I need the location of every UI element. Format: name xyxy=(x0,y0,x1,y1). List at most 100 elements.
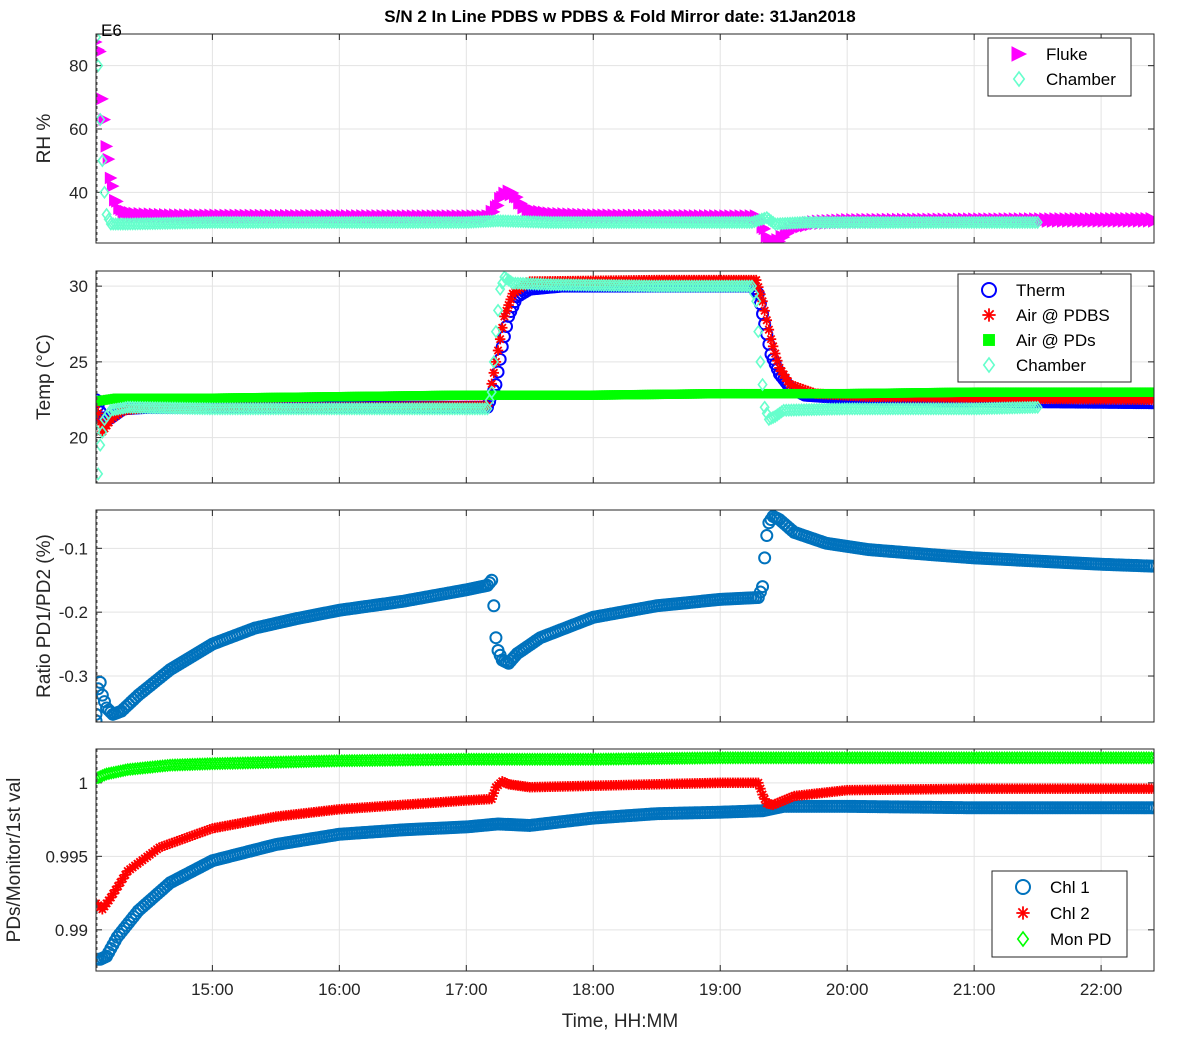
data-point xyxy=(1029,400,1041,415)
data-point xyxy=(485,573,499,587)
data-point xyxy=(117,401,129,415)
data-point xyxy=(767,410,779,425)
data-point xyxy=(492,345,504,356)
data-point xyxy=(106,179,120,193)
legend-label: Air @ PDs xyxy=(1016,331,1096,350)
legend-marker xyxy=(982,356,996,374)
y-tick-label: 30 xyxy=(69,277,88,296)
data-point-stroke xyxy=(491,357,501,367)
data-point xyxy=(96,423,102,437)
data-point xyxy=(96,688,109,702)
data-point xyxy=(1032,400,1043,415)
plot-area xyxy=(96,34,1154,243)
series-chamber xyxy=(96,271,1043,481)
legend-box xyxy=(957,273,1132,383)
data-point xyxy=(100,140,114,153)
data-point xyxy=(1148,394,1154,405)
data-point xyxy=(96,707,103,721)
data-point-stroke xyxy=(756,289,765,299)
data-point-stroke xyxy=(760,306,769,316)
data-point xyxy=(497,322,508,334)
data-point xyxy=(96,46,107,57)
legend-label: Chamber xyxy=(1016,356,1086,375)
data-point xyxy=(488,367,500,379)
plot-area xyxy=(96,271,1154,481)
data-point xyxy=(487,599,501,613)
data-point xyxy=(96,34,102,45)
data-point xyxy=(763,324,775,335)
legend-marker xyxy=(982,308,996,322)
y-axis-label: PDs/Monitor/1st val xyxy=(4,778,25,943)
data-point xyxy=(99,185,110,200)
data-point xyxy=(758,551,772,565)
data-point xyxy=(96,682,105,696)
y-axis-label: Temp (°C) xyxy=(34,334,55,420)
data-point xyxy=(103,406,114,421)
y-tick-label: 1 xyxy=(79,774,88,793)
data-point xyxy=(759,305,770,316)
y-tick-label: 0.99 xyxy=(55,921,88,940)
data-point-stroke xyxy=(1149,395,1154,401)
data-point xyxy=(482,401,493,416)
panel-1: 40 60 80 RH % Fluke Chamber xyxy=(34,33,1155,244)
series-ratio xyxy=(96,510,1154,722)
data-point xyxy=(97,153,108,168)
legend-marker xyxy=(1011,46,1028,62)
legend-label: Therm xyxy=(1016,281,1065,300)
legend-marker-stroke xyxy=(983,309,995,321)
data-point xyxy=(479,401,491,416)
plot-area xyxy=(96,510,1154,722)
data-point-stroke xyxy=(766,334,776,344)
data-point xyxy=(757,296,768,307)
data-point-stroke xyxy=(1149,398,1154,405)
data-point-stroke xyxy=(487,379,496,389)
axes-box xyxy=(95,33,1155,244)
y-tick-label: -0.1 xyxy=(59,539,88,558)
series-chamber xyxy=(96,34,1043,231)
data-point xyxy=(96,467,104,481)
data-point xyxy=(490,324,502,339)
data-point-stroke xyxy=(764,325,774,334)
y-tick-label: 25 xyxy=(69,353,88,372)
data-point xyxy=(488,355,499,369)
data-point xyxy=(97,425,108,440)
data-point xyxy=(484,393,495,408)
plot-area xyxy=(96,750,1154,966)
y-tick-label: 20 xyxy=(69,429,88,448)
data-point xyxy=(96,112,106,127)
data-point xyxy=(761,314,772,326)
series-air-pds xyxy=(96,387,1154,406)
data-point xyxy=(96,58,104,73)
data-point xyxy=(767,341,779,352)
data-point-stroke xyxy=(768,342,778,351)
data-point xyxy=(753,324,764,339)
y-tick-label: 80 xyxy=(69,57,88,76)
data-point xyxy=(1149,387,1154,397)
data-point xyxy=(770,348,781,359)
data-point xyxy=(759,400,770,415)
y-axis-label: RH % xyxy=(34,114,55,164)
data-point-stroke xyxy=(96,402,101,409)
data-point-stroke xyxy=(758,296,767,306)
data-point xyxy=(489,631,503,645)
data-point xyxy=(486,385,497,399)
data-point-stroke xyxy=(762,315,772,325)
panel-2: 20 25 30 Temp (°C) Therm Air @ PDBS Air @ PDs C… xyxy=(34,270,1155,484)
data-point xyxy=(765,333,777,345)
legend-label: Fluke xyxy=(1046,45,1088,64)
data-point xyxy=(494,333,506,345)
legend-marker xyxy=(1012,70,1026,88)
figure-title: S/N 2 In Line PDBS w PDBS & Fold Mirror … xyxy=(384,7,855,26)
y-tick-label: 40 xyxy=(69,183,88,202)
data-point-stroke xyxy=(489,368,499,378)
data-point xyxy=(756,212,767,227)
y-axis-label: Ratio PD1/PD2 (%) xyxy=(34,534,55,698)
x-axis-label: Time, HH:MM xyxy=(562,1011,678,1032)
data-point xyxy=(492,303,504,318)
data-point xyxy=(756,580,770,594)
legend-label: Air @ PDBS xyxy=(1016,306,1110,325)
data-point-stroke xyxy=(770,349,780,358)
data-point xyxy=(1148,215,1154,228)
